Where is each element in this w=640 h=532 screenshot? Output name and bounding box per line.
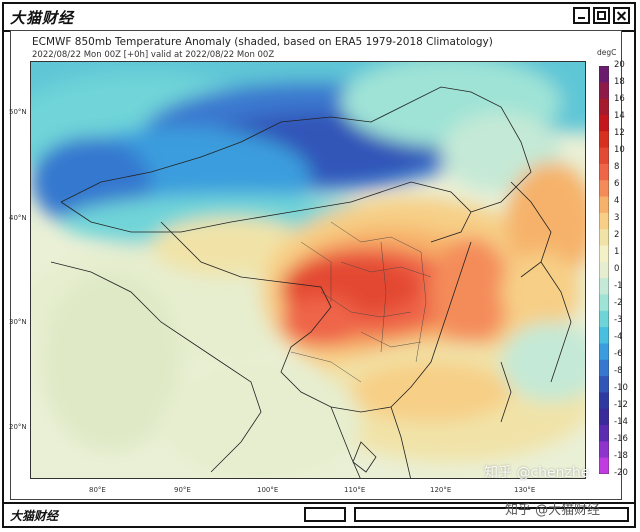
anomaly-map <box>30 61 586 479</box>
colorbar-tick-label: -10 <box>614 383 628 393</box>
colorbar-tick-label: 3 <box>614 213 620 223</box>
province-borders <box>290 221 432 383</box>
lon-label-100: 100°E <box>257 486 279 494</box>
lon-label-110: 110°E <box>344 486 366 494</box>
footer-box-2 <box>354 507 629 522</box>
lat-label-30: 30°N <box>9 318 27 326</box>
colorbar-segment <box>599 425 609 442</box>
colorbar-segment <box>599 147 609 165</box>
colorbar-tick-label: 0 <box>614 264 620 274</box>
colorbar-tick-label: 1 <box>614 247 620 257</box>
footer-brand: 大猫财经 <box>10 509 59 523</box>
colorbar-segment <box>599 245 609 263</box>
colorbar-segment <box>599 294 609 312</box>
lon-label-130: 130°E <box>514 486 536 494</box>
colorbar-segment <box>599 261 609 279</box>
lon-label-120: 120°E <box>430 486 452 494</box>
colorbar-segment <box>599 278 609 295</box>
colorbar-tick-label: -2 <box>614 298 623 308</box>
window-brand: 大猫财经 <box>10 9 75 27</box>
colorbar-tick-label: 14 <box>614 111 625 121</box>
colorbar <box>599 66 609 474</box>
colorbar-tick-label: -3 <box>614 315 623 325</box>
footer-watermark: 知乎 @大猫财经 <box>505 503 601 518</box>
colorbar-tick-label: 10 <box>614 145 625 155</box>
colorbar-segment <box>599 457 609 474</box>
colorbar-segment <box>599 310 609 328</box>
colorbar-segment <box>599 114 609 132</box>
colorbar-segment <box>599 180 609 198</box>
lat-label-50: 50°N <box>9 108 27 116</box>
window-controls <box>573 7 630 24</box>
colorbar-tick-label: -8 <box>614 366 623 376</box>
map-title: ECMWF 850mb Temperature Anomaly (shaded,… <box>32 36 493 48</box>
colorbar-segment <box>599 376 609 393</box>
colorbar-segment <box>599 359 609 377</box>
colorbar-segment <box>599 392 609 410</box>
colorbar-tick-label: -18 <box>614 451 628 461</box>
colorbar-tick-label: 8 <box>614 162 620 172</box>
colorbar-segment <box>599 82 609 100</box>
colorbar-segment <box>599 66 609 83</box>
bottom-bar: 大猫财经 <box>4 502 634 526</box>
colorbar-segment <box>599 343 609 361</box>
map-canvas <box>31 62 585 478</box>
colorbar-tick-label: -6 <box>614 349 623 359</box>
colorbar-unit: degC <box>597 48 617 57</box>
colorbar-tick-label: 4 <box>614 196 620 206</box>
colorbar-tick-label: -20 <box>614 468 628 478</box>
colorbar-segment <box>599 229 609 247</box>
title-bar: 大猫财经 <box>4 4 634 32</box>
colorbar-tick-label: -1 <box>614 281 623 291</box>
colorbar-tick-label: 6 <box>614 179 620 189</box>
colorbar-tick-label: 12 <box>614 128 625 138</box>
colorbar-tick-label: -4 <box>614 332 623 342</box>
colorbar-tick-label: 2 <box>614 230 620 240</box>
country-borders <box>50 86 572 478</box>
colorbar-tick-label: 20 <box>614 60 625 70</box>
colorbar-tick-label: -16 <box>614 434 628 444</box>
colorbar-segment <box>599 98 609 116</box>
colorbar-segment <box>599 131 609 149</box>
footer-box-1 <box>304 507 346 522</box>
colorbar-segment <box>599 196 609 214</box>
colorbar-segment <box>599 327 609 344</box>
map-watermark: 知乎 @chenzhe <box>484 465 590 481</box>
colorbar-tick-label: 18 <box>614 77 625 87</box>
lat-label-20: 20°N <box>9 423 27 431</box>
colorbar-segment <box>599 163 609 181</box>
lat-label-40: 40°N <box>9 214 27 222</box>
maximize-icon[interactable] <box>593 7 610 24</box>
colorbar-tick-label: 16 <box>614 94 625 104</box>
lon-label-80: 80°E <box>89 486 106 494</box>
colorbar-tick-label: -12 <box>614 400 628 410</box>
minimize-icon[interactable] <box>573 7 590 24</box>
colorbar-segment <box>599 212 609 230</box>
map-subtitle: 2022/08/22 Mon 00Z [+0h] valid at 2022/0… <box>32 50 275 60</box>
colorbar-segment <box>599 408 609 426</box>
colorbar-segment <box>599 441 609 459</box>
lon-label-90: 90°E <box>174 486 191 494</box>
colorbar-tick-label: -14 <box>614 417 628 427</box>
close-icon[interactable] <box>613 7 630 24</box>
